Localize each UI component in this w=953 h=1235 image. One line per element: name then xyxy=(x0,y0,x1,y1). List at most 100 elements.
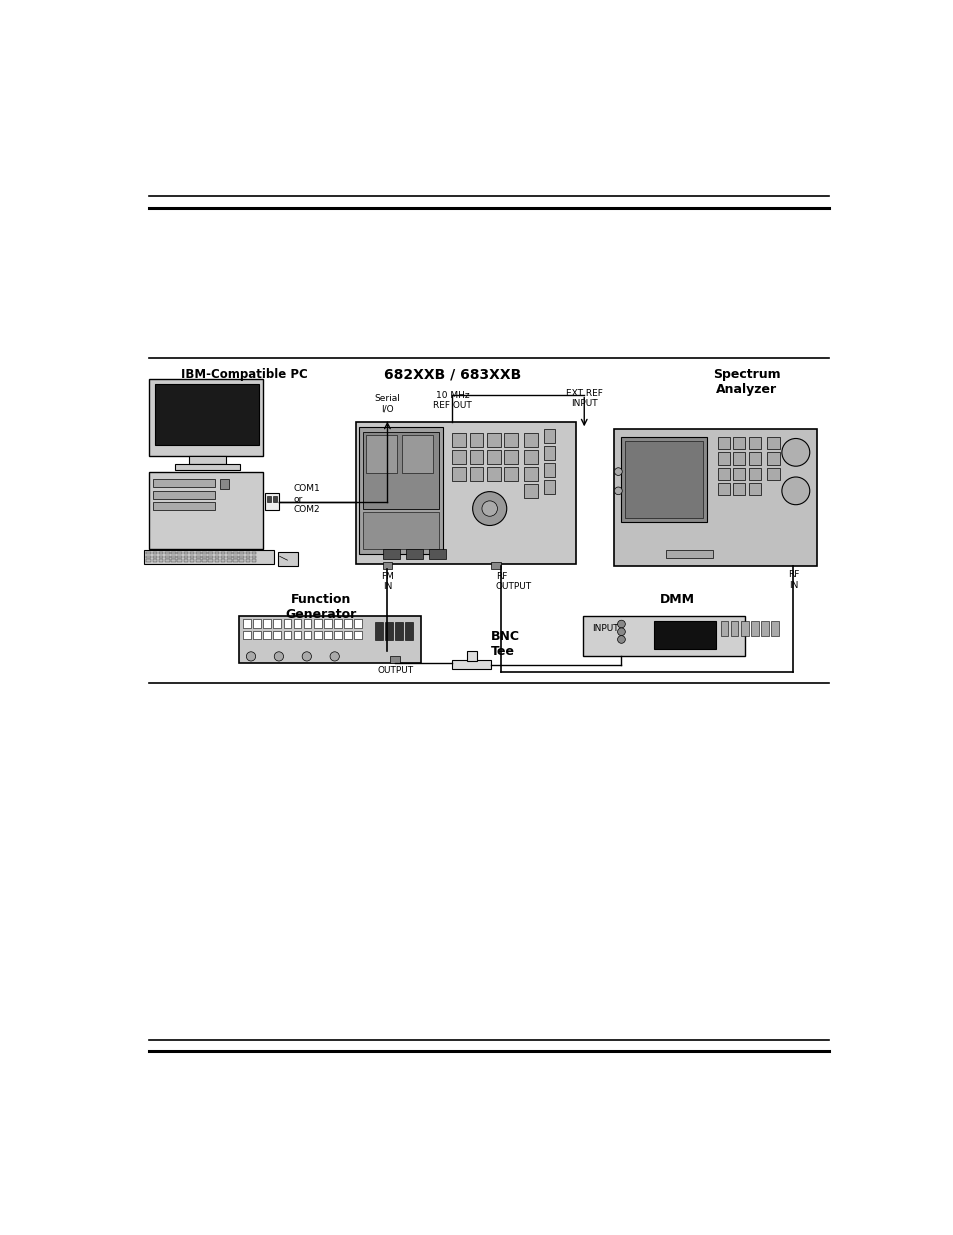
Bar xyxy=(732,468,744,480)
Bar xyxy=(227,556,232,558)
Bar xyxy=(265,493,278,510)
Bar xyxy=(748,468,760,480)
Bar xyxy=(233,556,237,558)
Text: Serial
I/O: Serial I/O xyxy=(375,394,400,414)
Bar xyxy=(382,562,392,568)
Bar xyxy=(334,620,341,627)
Bar xyxy=(239,552,244,555)
Bar xyxy=(149,472,263,548)
Bar xyxy=(190,559,194,562)
Text: 682XXB / 683XXB: 682XXB / 683XXB xyxy=(383,368,520,382)
Bar xyxy=(406,548,422,559)
Bar xyxy=(152,559,157,562)
Bar xyxy=(202,559,207,562)
Text: FM
IN: FM IN xyxy=(380,572,394,592)
Bar xyxy=(177,556,182,558)
Circle shape xyxy=(614,468,621,475)
Bar xyxy=(183,552,188,555)
Bar xyxy=(720,621,728,636)
Bar xyxy=(717,468,729,480)
Bar xyxy=(165,559,170,562)
Bar xyxy=(177,559,182,562)
Bar xyxy=(267,496,271,501)
Bar xyxy=(503,450,517,464)
Bar xyxy=(253,631,261,640)
Bar xyxy=(624,441,702,517)
Bar xyxy=(748,483,760,495)
Bar xyxy=(245,552,250,555)
Bar xyxy=(469,433,483,447)
Bar xyxy=(171,556,175,558)
Bar xyxy=(227,559,232,562)
Circle shape xyxy=(617,620,624,627)
Bar xyxy=(766,452,779,464)
Bar xyxy=(252,559,256,562)
Bar xyxy=(283,620,291,627)
Bar xyxy=(171,552,175,555)
Bar xyxy=(239,559,244,562)
Bar xyxy=(467,651,476,661)
Text: RF
IN: RF IN xyxy=(787,571,799,589)
Bar xyxy=(452,661,491,669)
Bar xyxy=(344,620,352,627)
Bar xyxy=(252,556,256,558)
Bar xyxy=(717,452,729,464)
Circle shape xyxy=(614,487,621,495)
Bar xyxy=(153,479,215,487)
Bar xyxy=(243,620,251,627)
Bar xyxy=(144,550,274,564)
Text: 10 MHz
REF OUT: 10 MHz REF OUT xyxy=(433,390,472,410)
Bar xyxy=(766,468,779,480)
Bar xyxy=(165,556,170,558)
Bar xyxy=(183,556,188,558)
Bar xyxy=(274,631,281,640)
Bar xyxy=(760,621,768,636)
Bar xyxy=(190,552,194,555)
Bar xyxy=(220,552,225,555)
Bar xyxy=(402,435,433,473)
Bar xyxy=(766,437,779,450)
Circle shape xyxy=(617,636,624,643)
Bar xyxy=(158,552,163,555)
Bar xyxy=(732,452,744,464)
Bar xyxy=(523,467,537,480)
Bar xyxy=(165,552,170,555)
Circle shape xyxy=(274,652,283,661)
Bar xyxy=(523,484,537,498)
Text: Function
Generator: Function Generator xyxy=(285,593,356,621)
Bar xyxy=(354,620,361,627)
Bar xyxy=(375,621,382,640)
Bar xyxy=(355,421,576,564)
Bar xyxy=(158,556,163,558)
Bar xyxy=(748,452,760,464)
Bar xyxy=(503,433,517,447)
Bar xyxy=(253,620,261,627)
Bar xyxy=(243,631,251,640)
Bar xyxy=(146,559,151,562)
Bar xyxy=(486,467,500,480)
Bar xyxy=(263,631,271,640)
Bar xyxy=(208,559,213,562)
Text: BNC
Tee: BNC Tee xyxy=(491,630,519,658)
Bar xyxy=(274,620,281,627)
Bar xyxy=(334,631,341,640)
Bar xyxy=(152,552,157,555)
Bar xyxy=(486,433,500,447)
Bar xyxy=(314,631,321,640)
Bar xyxy=(486,450,500,464)
Bar xyxy=(770,621,778,636)
Bar xyxy=(523,450,537,464)
Circle shape xyxy=(781,438,809,466)
Bar xyxy=(153,503,215,510)
Text: IBM-Compatible PC: IBM-Compatible PC xyxy=(181,368,308,380)
Bar xyxy=(732,483,744,495)
Bar xyxy=(382,548,399,559)
Bar xyxy=(154,384,258,446)
Bar xyxy=(146,552,151,555)
Bar xyxy=(344,631,352,640)
Bar xyxy=(666,550,712,558)
Bar xyxy=(303,631,311,640)
Text: RF
OUTPUT: RF OUTPUT xyxy=(496,572,532,592)
Bar xyxy=(294,631,301,640)
Bar xyxy=(543,480,555,494)
